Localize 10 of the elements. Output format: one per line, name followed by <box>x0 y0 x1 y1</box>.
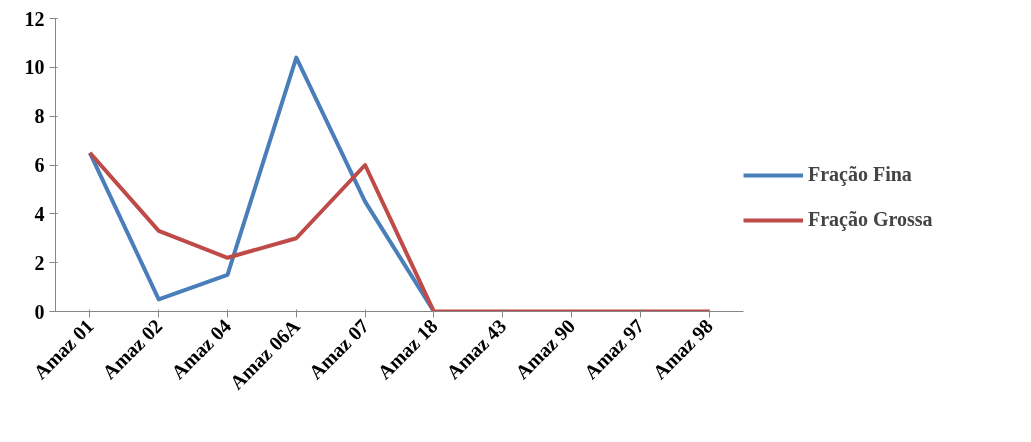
y-tick-label: 8 <box>34 105 45 128</box>
y-tick-label: 0 <box>34 300 45 323</box>
legend-label: Fração Grossa <box>808 208 933 231</box>
y-tick-label: 12 <box>24 7 45 30</box>
legend-label: Fração Fina <box>808 163 912 186</box>
y-tick-label: 6 <box>34 154 45 176</box>
line-series <box>87 150 712 312</box>
y-tick-label: 4 <box>34 202 45 225</box>
y-tick-label: 2 <box>34 251 45 274</box>
y-tick-label: 10 <box>24 56 45 79</box>
